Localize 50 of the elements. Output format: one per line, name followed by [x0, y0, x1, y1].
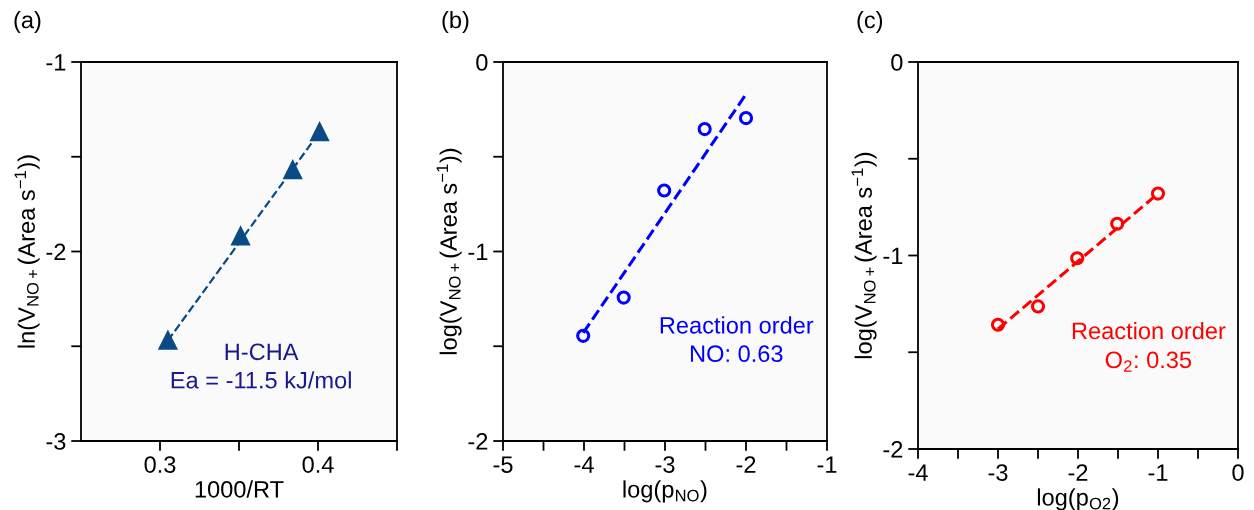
- annotation: H-CHA: [225, 343, 299, 361]
- x-axis-title: log(p$_{O2}$): [1037, 488, 1119, 510]
- point: [990, 317, 1006, 332]
- x-tick-label: -2: [736, 456, 756, 473]
- annotation: Ea = -11.5 kJ/mol: [171, 371, 351, 389]
- x-tick-label: 0.4: [302, 456, 334, 473]
- y-axis-title: log(V$_{NO+}$(Area s$^{−1}$)): [851, 152, 877, 359]
- chart-title: (a): [14, 11, 41, 33]
- point: [697, 122, 712, 137]
- y-tick-label: -2: [468, 433, 488, 450]
- point: [1150, 186, 1166, 201]
- point: [1070, 251, 1085, 266]
- y-tick-label: -2: [883, 441, 903, 458]
- point: [231, 227, 250, 246]
- x-tick-label: -1: [1148, 464, 1168, 481]
- x-axis-title: log(p$_{NO}$): [623, 480, 707, 503]
- y-axis-title: log(V$_{NO+}$(Area s$^{−1}$)): [436, 148, 462, 355]
- y-axis-title: ln(V$_{NO+}$(Area s$^{−1}$)): [14, 155, 40, 348]
- point: [657, 183, 672, 198]
- y-tick-label: 0: [891, 54, 903, 71]
- point: [576, 328, 591, 343]
- annotation: Reaction order: [660, 316, 814, 334]
- annotation: Reaction order: [1072, 321, 1226, 340]
- x-tick-label: 0: [1232, 464, 1244, 481]
- point: [283, 160, 302, 180]
- chart-title: (c): [857, 11, 883, 33]
- point: [1110, 216, 1125, 231]
- x-tick-label: -3: [655, 456, 675, 473]
- point: [1030, 299, 1046, 314]
- x-tick-label: -5: [493, 456, 513, 473]
- x-axis-title: 1000/RT: [195, 480, 284, 498]
- point: [310, 122, 329, 142]
- point: [158, 331, 178, 350]
- point: [616, 290, 631, 305]
- y-tick-label: -1: [468, 243, 488, 261]
- y-tick-label: 0: [476, 54, 488, 71]
- chart-title: (b): [442, 11, 469, 33]
- annotation: O$_{2}$: 0.35: [1105, 351, 1192, 372]
- y-tick-label: -3: [46, 433, 66, 450]
- y-tick-label: -1: [883, 247, 903, 265]
- x-tick-label: 0.3: [144, 456, 176, 473]
- x-tick-label: -3: [988, 464, 1008, 481]
- point: [738, 111, 754, 126]
- annotation: NO: 0.63: [690, 345, 783, 363]
- x-tick-label: -4: [574, 456, 594, 473]
- y-tick-label: -2: [46, 243, 66, 261]
- x-tick-label: -4: [908, 464, 928, 481]
- x-tick-label: -1: [817, 456, 837, 473]
- x-tick-label: -2: [1068, 464, 1088, 481]
- y-tick-label: -1: [46, 54, 66, 71]
